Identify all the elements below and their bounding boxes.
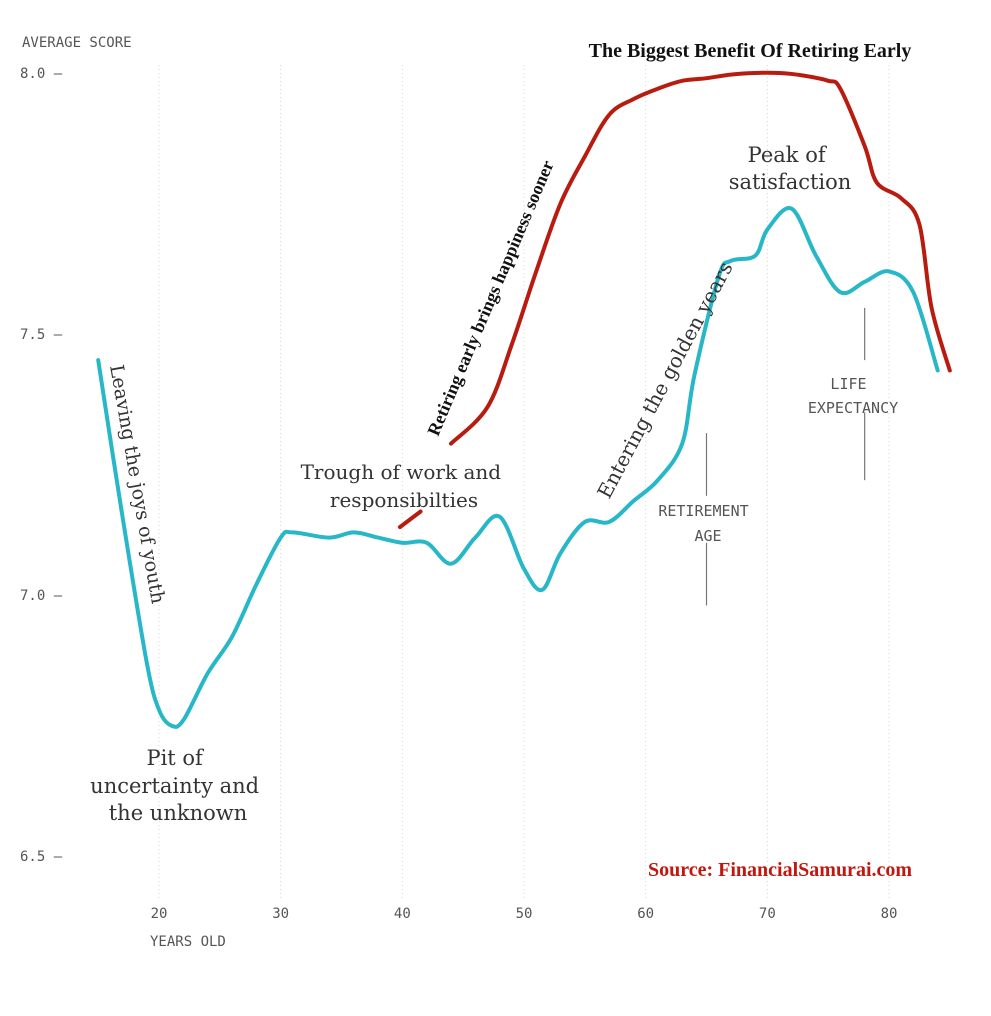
annotation-retiring-early: Retiring early brings happiness sooner	[423, 157, 557, 438]
y-ticks: 8.0 — 7.5 — 7.0 — 6.5 —	[20, 66, 63, 865]
x-tick-label: 80	[881, 906, 898, 922]
x-tick-label: 30	[272, 906, 289, 922]
annotation-life-expectancy: LIFE EXPECTANCY	[808, 375, 898, 417]
annotation-peak: Peak of satisfaction	[729, 143, 852, 194]
annotation-trough: Trough of work and responsibilties	[301, 460, 508, 512]
series-line-retiring-early-connector	[397, 509, 423, 530]
x-tick-label: 40	[394, 906, 411, 922]
y-tick-label: 8.0 —	[20, 66, 63, 82]
x-tick-label: 20	[151, 906, 168, 922]
x-tick-label: 70	[759, 906, 776, 922]
y-tick-label: 7.0 —	[20, 588, 63, 604]
x-ticks: 20 30 40 50 60 70 80	[151, 906, 898, 922]
annotation-golden-years: Entering the golden years	[592, 258, 737, 503]
y-tick-label: 7.5 —	[20, 327, 63, 343]
reference-markers	[705, 307, 866, 606]
y-tick-label: 6.5 —	[20, 849, 63, 865]
annotation-retirement-age: RETIREMENT AGE	[658, 502, 757, 545]
annotation-pit: Pit of uncertainty and the unknown	[90, 746, 266, 825]
series-line-average-life-satisfaction	[96, 206, 940, 729]
x-tick-label: 60	[637, 906, 654, 922]
chart-title: The Biggest Benefit Of Retiring Early	[589, 40, 912, 62]
series-lines	[96, 70, 952, 729]
x-tick-label: 50	[516, 906, 533, 922]
x-axis-label: YEARS OLD	[150, 934, 226, 950]
series-line-retiring-early	[449, 70, 952, 446]
y-axis-label: AVERAGE SCORE	[22, 35, 132, 51]
source-credit: Source: FinancialSamurai.com	[648, 859, 912, 881]
annotation-leaving-youth: Leaving the joys of youth	[105, 363, 169, 605]
